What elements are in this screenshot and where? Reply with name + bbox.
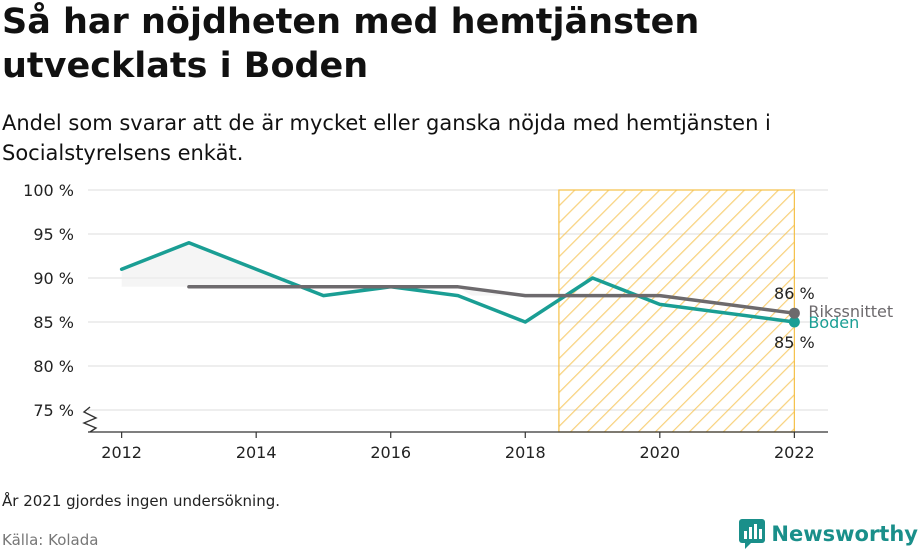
x-tick-label: 2020 [639, 443, 680, 462]
footnote: År 2021 gjordes ingen undersökning. [2, 492, 281, 510]
x-tick-label: 2022 [774, 443, 815, 462]
end-value-label-rikssnittet: 86 % [774, 284, 815, 303]
series-name-boden: Boden [808, 313, 859, 332]
brand-name: Newsworthy [771, 522, 918, 546]
y-tick-label: 80 % [33, 357, 74, 376]
newsworthy-brand[interactable]: Newsworthy [739, 518, 918, 550]
y-tick-label: 75 % [33, 401, 74, 420]
chart-title: Så har nöjdheten med hemtjänsten utveckl… [2, 2, 700, 86]
series-line-rikssnittet [187, 285, 797, 315]
newsworthy-logo-icon [739, 519, 766, 549]
x-tick-label: 2016 [370, 443, 411, 462]
series-name-rikssnittet: Rikssnittet [808, 302, 893, 321]
chart-subtitle: Andel som svarar att de är mycket eller … [2, 111, 771, 165]
line-chart: 75 % 80 % 85 % 90 % 95 % 100 % 2012 2014 2016 20… [23, 181, 893, 462]
x-tick-label: 2012 [101, 443, 142, 462]
end-value-label-boden: 85 % [774, 333, 815, 352]
series-endpoint-boden [788, 316, 800, 328]
y-tick-label: 85 % [33, 313, 74, 332]
highlight-region [558, 189, 795, 433]
axis-break-icon [82, 406, 98, 433]
y-tick-label: 100 % [23, 181, 74, 200]
gap-shading [121, 242, 302, 287]
series-endpoint-rikssnittet [788, 307, 800, 319]
x-tick-label: 2014 [236, 443, 277, 462]
series-line-boden [119, 241, 797, 324]
y-tick-label: 90 % [33, 269, 74, 288]
source-label: Källa: Kolada [2, 531, 99, 549]
x-tick-label: 2018 [505, 443, 546, 462]
y-tick-label: 95 % [33, 225, 74, 244]
